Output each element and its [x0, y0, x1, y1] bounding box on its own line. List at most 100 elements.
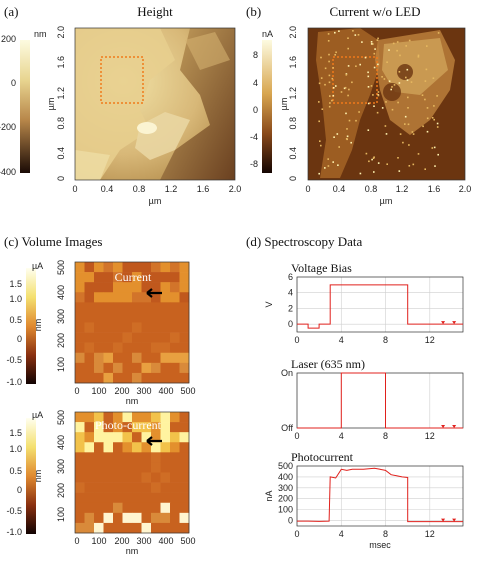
heatmap-cell [84, 272, 95, 283]
speckle-dot [426, 130, 429, 133]
heatmap-cell [103, 262, 114, 273]
heatmap-cell [132, 372, 142, 384]
speckle-dot [388, 49, 390, 51]
vol-photo-cb-tick: -0.5 [6, 506, 22, 516]
speckle-dot [324, 67, 327, 70]
heatmap-cell [141, 512, 152, 524]
heatmap-cell [141, 302, 152, 313]
vol-photo-cb-tick: 1.5 [9, 428, 22, 438]
speckle-dot [433, 118, 435, 121]
heatmap-cell [179, 422, 190, 433]
panel-c: (c) Volume Images µA nm 1.5 1.0 0.5 0 -0… [4, 234, 196, 556]
heatmap-cell [151, 492, 161, 504]
heatmap-cell [170, 442, 180, 453]
heatmap-cell [122, 502, 133, 514]
speckle-dot [436, 95, 438, 97]
heatmap-cell [141, 362, 152, 374]
speckle-dot [332, 67, 334, 69]
heatmap-cell [94, 282, 104, 293]
heatmap-cell [160, 452, 171, 463]
current-cb-tick: 8 [253, 50, 258, 60]
speckle-dot [327, 33, 330, 35]
current-cb-tick: 4 [253, 78, 258, 88]
heatmap-cell [132, 442, 142, 453]
heatmap-cell [151, 282, 161, 293]
spec-ylabel: V [264, 301, 274, 307]
heatmap-cell [103, 282, 114, 293]
speckle-dot [335, 51, 337, 54]
heatmap-cell [132, 262, 142, 273]
speckle-dot [410, 81, 413, 83]
speckle-dot [344, 86, 347, 89]
speckle-dot [365, 152, 368, 155]
spec-ytick: On [281, 368, 293, 378]
spec-xlabel: msec [369, 540, 391, 550]
speckle-dot [421, 94, 424, 96]
heatmap-cell [75, 282, 85, 293]
speckle-dot [398, 71, 401, 73]
heatmap-cell [170, 352, 180, 364]
heatmap-cell [160, 302, 171, 313]
heatmap-cell [103, 342, 114, 354]
heatmap-cell [122, 322, 133, 333]
heatmap-cell [113, 292, 123, 303]
heatmap-cell [94, 412, 104, 423]
speckle-dot [424, 80, 427, 82]
speckle-dot [346, 128, 348, 130]
panel-b-title: Current w/o LED [330, 4, 421, 19]
heatmap-cell [103, 492, 114, 504]
current-ytick: 2.0 [288, 26, 298, 39]
current-colorbar-unit: nA [262, 29, 273, 39]
heatmap-cell [94, 292, 104, 303]
heatmap-cell [103, 312, 114, 323]
current-ytick: 1.6 [288, 56, 298, 69]
heatmap-cell [170, 322, 180, 333]
heatmap-cell [122, 462, 133, 473]
heatmap-cell [141, 442, 152, 453]
heatmap-cell [122, 342, 133, 354]
heatmap-cell [151, 352, 161, 364]
heatmap-cell [179, 462, 190, 473]
heatmap-cell [179, 342, 190, 354]
heatmap-cell [132, 332, 142, 343]
speckle-dot [399, 54, 401, 57]
speckle-dot [358, 111, 360, 113]
spec-marker [441, 321, 446, 325]
heatmap-cell [151, 442, 161, 453]
heatmap-cell [141, 432, 152, 443]
heatmap-cell [122, 522, 133, 534]
speckle-dot [343, 87, 346, 90]
heatmap-cell [75, 352, 85, 364]
speckle-dot [345, 112, 347, 115]
heatmap-cell [141, 322, 152, 333]
heatmap-cell [160, 272, 171, 283]
heatmap-cell [75, 462, 85, 473]
heatmap-cell [179, 302, 190, 313]
speckle-dot [377, 63, 379, 66]
heatmap-cell [160, 412, 171, 423]
heatmap-cell [103, 422, 114, 433]
spec-ytick: 2 [288, 303, 293, 313]
speckle-dot [340, 91, 343, 93]
heatmap-cell [132, 292, 142, 303]
heatmap-cell [84, 302, 95, 313]
speckle-dot [347, 65, 350, 67]
vol-current-frame [74, 261, 190, 384]
heatmap-cell [179, 292, 190, 303]
speckle-dot [404, 123, 406, 125]
heatmap-cell [179, 472, 190, 483]
height-xticks: 0 0.4 0.8 1.2 1.6 2.0 [72, 184, 241, 194]
heatmap-cell [75, 482, 85, 493]
heatmap-cell [84, 332, 95, 343]
heatmap-cell [103, 412, 114, 423]
heatmap-cell [94, 472, 104, 483]
heatmap-cell [132, 512, 142, 524]
current-colorbar-ticks: 8 4 0 -4 -8 [250, 50, 258, 169]
heatmap-cell [122, 432, 133, 443]
height-xtick: 2.0 [229, 184, 242, 194]
panel-c-label: (c) Volume Images [4, 234, 102, 249]
speckle-dot [397, 101, 399, 104]
speckle-dot [377, 91, 380, 93]
